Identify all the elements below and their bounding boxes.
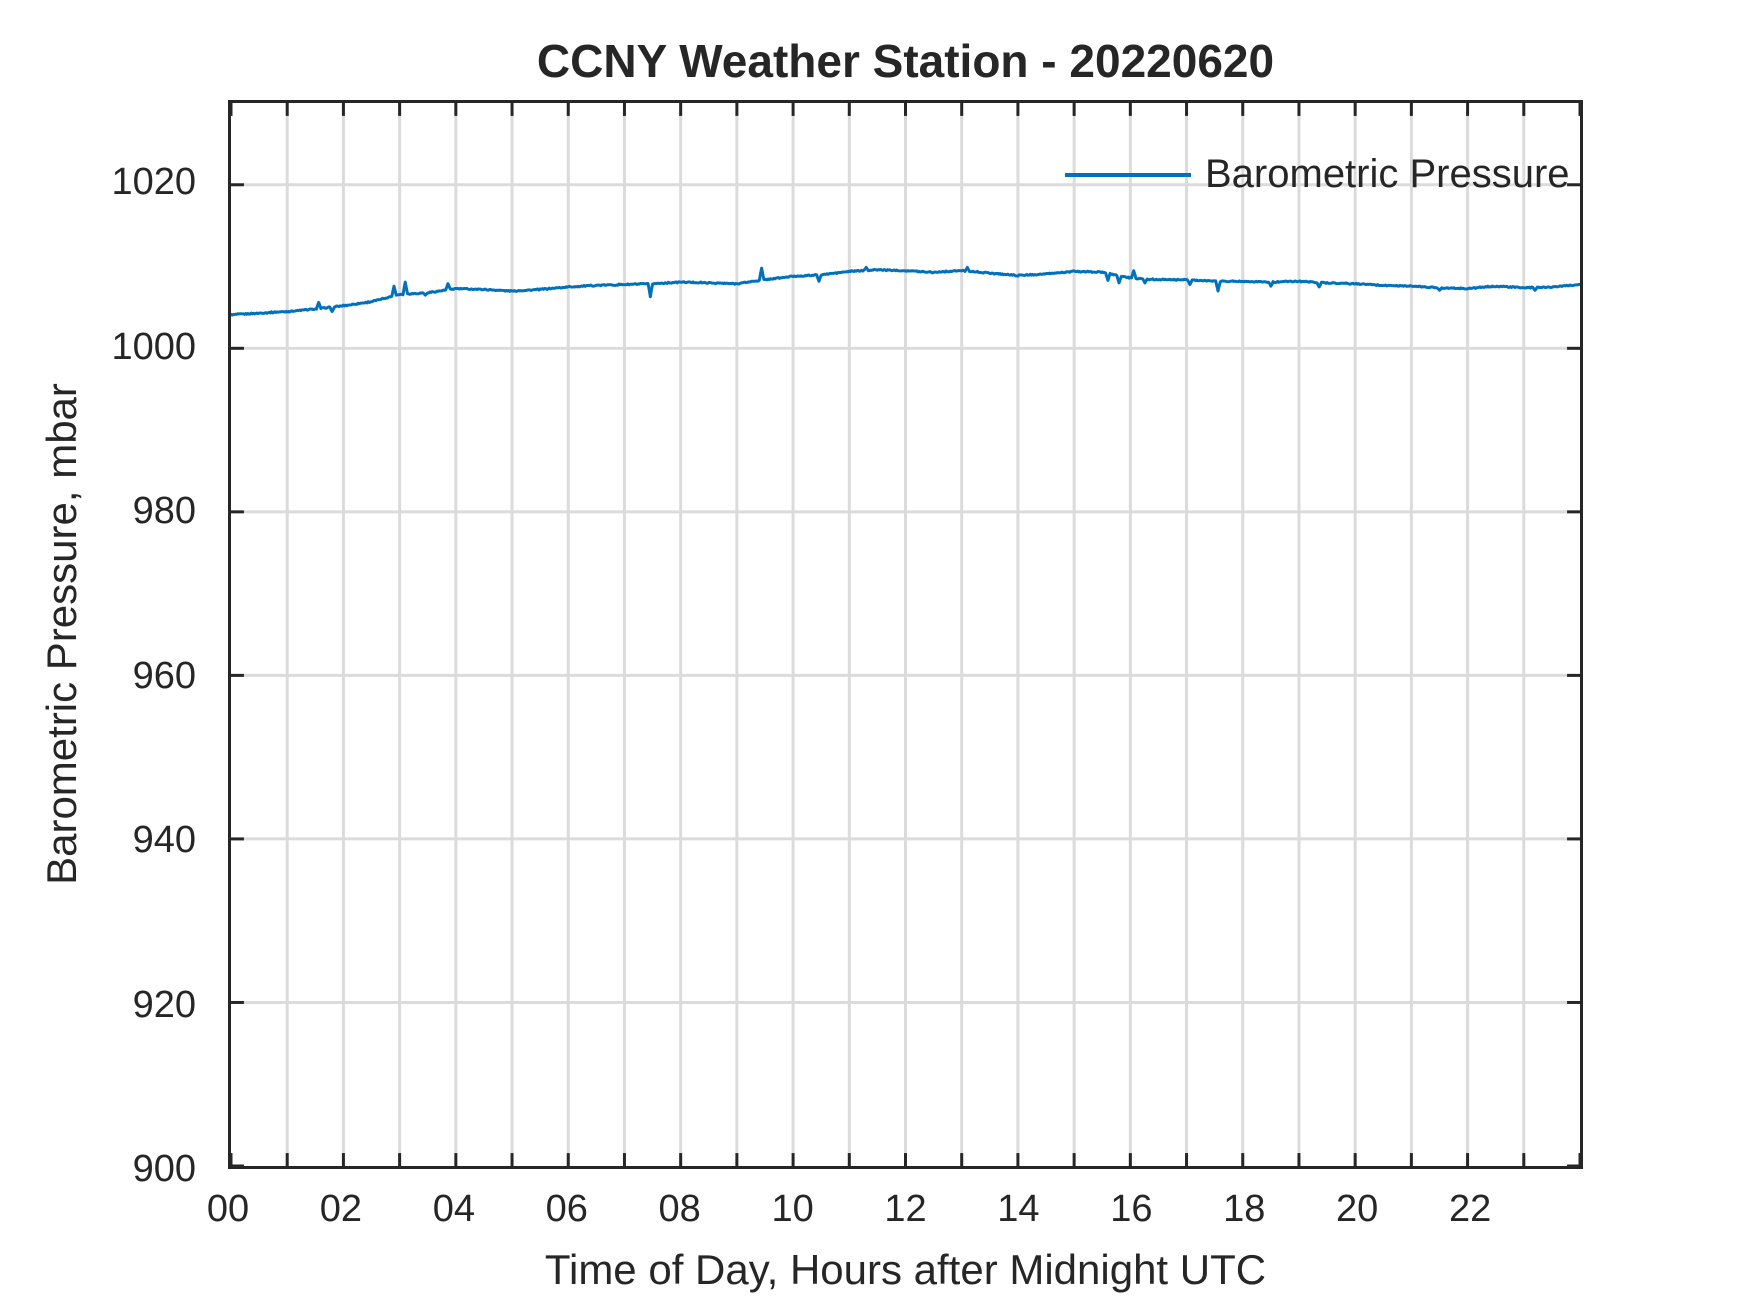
legend-line-sample [1065, 173, 1191, 177]
y-tick-label: 1020 [111, 161, 196, 204]
x-tick-labels: 00 02 04 06 08 10 12 14 16 18 20 22 [207, 1172, 1583, 1242]
x-tick-label: 00 [206, 1188, 250, 1230]
grid-lines [231, 103, 1580, 1166]
y-tick-label: 1000 [111, 325, 196, 368]
x-tick-label: 20 [1336, 1188, 1379, 1230]
x-tick-label: 08 [658, 1188, 701, 1230]
y-tick-label: 960 [132, 654, 196, 697]
y-tick-labels: 900 920 940 960 980 1000 1020 [0, 100, 210, 1190]
y-tick-label: 980 [132, 490, 196, 533]
y-tick-label: 900 [132, 1148, 196, 1190]
chart-title: CCNY Weather Station - 20220620 [536, 35, 1275, 87]
x-tick-label: 10 [771, 1188, 814, 1230]
plot-svg [231, 103, 1580, 1166]
x-tick-label: 14 [997, 1188, 1040, 1230]
x-tick-label: 16 [1110, 1188, 1153, 1230]
x-tick-label: 12 [884, 1188, 927, 1230]
y-axis-label: Barometric Pressure, mbar [38, 383, 85, 885]
plot-area: Barometric Pressure [228, 100, 1583, 1169]
legend-label: Barometric Pressure [1205, 152, 1570, 196]
y-tick-label: 940 [132, 819, 196, 862]
x-tick-label: 02 [319, 1188, 363, 1230]
x-tick-label: 18 [1223, 1188, 1266, 1230]
x-tick-label: 06 [545, 1188, 588, 1230]
axis-ticks [231, 103, 1580, 1166]
x-tick-label: 22 [1448, 1188, 1492, 1230]
x-axis-label: Time of Day, Hours after Midnight UTC [544, 1246, 1267, 1293]
pressure-line [231, 265, 1580, 317]
x-tick-label: 04 [432, 1188, 475, 1230]
y-tick-label: 920 [132, 983, 196, 1026]
